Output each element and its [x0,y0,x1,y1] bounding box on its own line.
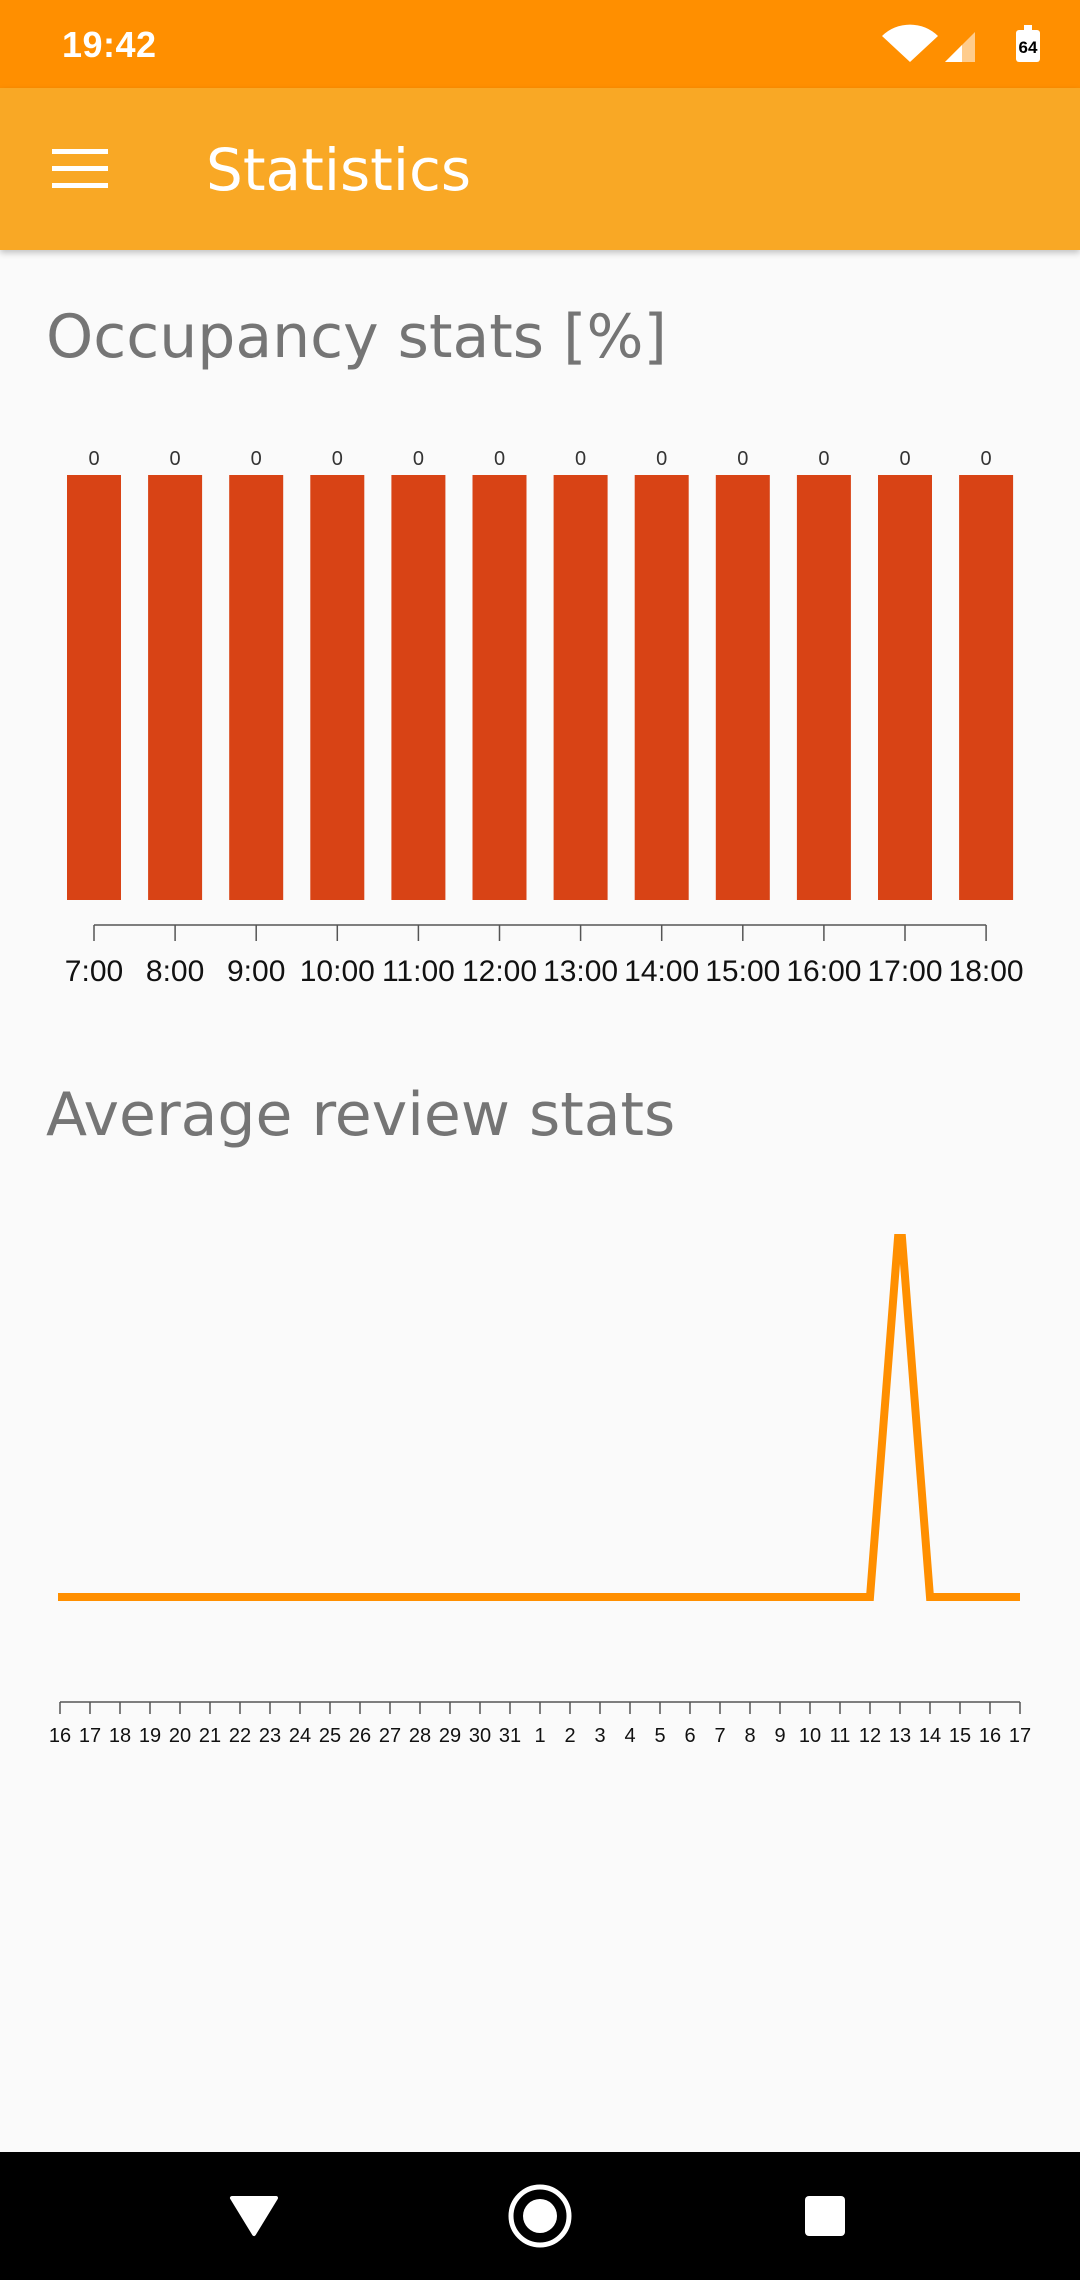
back-triangle-icon [230,2196,278,2236]
occupancy-tick-label: 12:00 [462,955,537,988]
review-tick-label: 26 [349,1725,371,1747]
occupancy-tick-label: 16:00 [786,955,861,988]
occupancy-bar [634,475,689,900]
review-tick-label: 6 [684,1725,695,1747]
status-icons: 64 [882,24,1040,62]
review-tick-label: 27 [379,1725,401,1747]
occupancy-tick-label: 11:00 [382,955,455,988]
occupancy-data-label: 0 [251,448,262,470]
review-tick-label: 18 [109,1725,131,1747]
review-tick-label: 8 [744,1725,755,1747]
review-tick-label: 25 [319,1725,341,1747]
review-tick-label: 14 [919,1725,941,1747]
occupancy-data-label: 0 [737,448,748,470]
review-tick-label: 1 [534,1725,545,1747]
occupancy-data-label: 0 [656,448,667,470]
review-tick-label: 31 [499,1725,521,1747]
hamburger-menu-icon [52,149,108,188]
occupancy-data-label: 0 [818,448,829,470]
occupancy-data-label: 0 [332,448,343,470]
occupancy-data-label: 0 [899,448,910,470]
app-title: Statistics [206,136,472,204]
battery-level: 64 [1019,38,1038,57]
occupancy-bar [229,475,284,900]
home-circle-icon [508,2184,572,2248]
occupancy-bar [878,475,932,900]
review-tick-label: 17 [79,1725,101,1747]
occupancy-tick-label: 8:00 [146,955,204,988]
occupancy-tick-label: 15:00 [705,955,780,988]
occupancy-bar [391,475,446,900]
occupancy-bar [796,475,851,900]
review-tick-label: 28 [409,1725,431,1747]
review-tick-label: 3 [594,1725,605,1747]
review-line-chart: 16 17 18 19 20 21 22 23 24 25 26 27 28 29 30 31 1 2 3 4 5 6 7 8… [49,1234,1031,1747]
wifi-icon [882,24,938,62]
occupancy-bar [715,475,770,900]
review-tick-label: 16 [979,1725,1001,1747]
review-tick-label: 4 [624,1725,635,1747]
review-tick-label: 5 [654,1725,665,1747]
home-button[interactable] [490,2176,590,2256]
review-tick-label: 13 [889,1725,911,1747]
occupancy-tick-label: 13:00 [543,955,618,988]
occupancy-tick-label: 17:00 [867,955,942,988]
recents-square-icon [805,2196,845,2236]
occupancy-title: Occupancy stats [%] [46,302,667,372]
review-tick-label: 11 [830,1725,851,1747]
review-tick-label: 22 [229,1725,251,1747]
occupancy-data-label: 0 [413,448,424,470]
review-title: Average review stats [46,1080,676,1150]
occupancy-data-label: 0 [170,448,181,470]
review-tick-label: 23 [259,1725,281,1747]
review-tick-label: 21 [199,1725,221,1747]
occupancy-bar [67,475,121,900]
occupancy-tick-label: 18:00 [949,955,1024,988]
occupancy-bar [310,475,365,900]
cell-signal-icon [945,32,975,62]
review-tick-label: 24 [289,1725,311,1747]
occupancy-tick-label: 7:00 [65,955,123,988]
occupancy-bar [553,475,608,900]
occupancy-tick-label: 9:00 [227,955,285,988]
occupancy-bar [472,475,527,900]
review-tick-label: 30 [469,1725,491,1747]
review-tick-label: 16 [49,1725,71,1747]
menu-button[interactable] [30,128,130,210]
occupancy-data-label: 0 [494,448,505,470]
navigation-bar [0,2152,1080,2280]
review-tick-label: 9 [774,1725,785,1747]
occupancy-tick-label: 14:00 [624,955,699,988]
review-tick-label: 10 [799,1725,821,1747]
occupancy-data-label: 0 [88,448,99,470]
battery-icon: 64 [1016,25,1040,62]
review-tick-label: 2 [564,1725,575,1747]
review-tick-label: 19 [139,1725,161,1747]
status-time: 19:42 [62,24,157,65]
occupancy-data-label: 0 [981,448,992,470]
status-bar: 19:42 64 [0,0,1080,88]
occupancy-tick-label: 10:00 [300,955,375,988]
occupancy-data-label: 0 [575,448,586,470]
recents-button[interactable] [775,2176,875,2256]
review-tick-label: 29 [439,1725,461,1747]
review-series-line [58,1234,1020,1601]
review-tick-label: 12 [859,1725,881,1747]
review-tick-label: 7 [714,1725,725,1747]
back-button[interactable] [204,2176,304,2256]
app-bar: Statistics [0,88,1080,250]
occupancy-bar [148,475,203,900]
review-tick-label: 20 [169,1725,191,1747]
review-tick-label: 15 [949,1725,971,1747]
occupancy-bar-chart: 0 7:00 0 8:00 0 9:00 0 10:00 0 11:00 0 12:00 0 13:00 0… [65,448,1024,988]
review-tick-label: 17 [1009,1725,1031,1747]
occupancy-bar [959,475,1014,900]
